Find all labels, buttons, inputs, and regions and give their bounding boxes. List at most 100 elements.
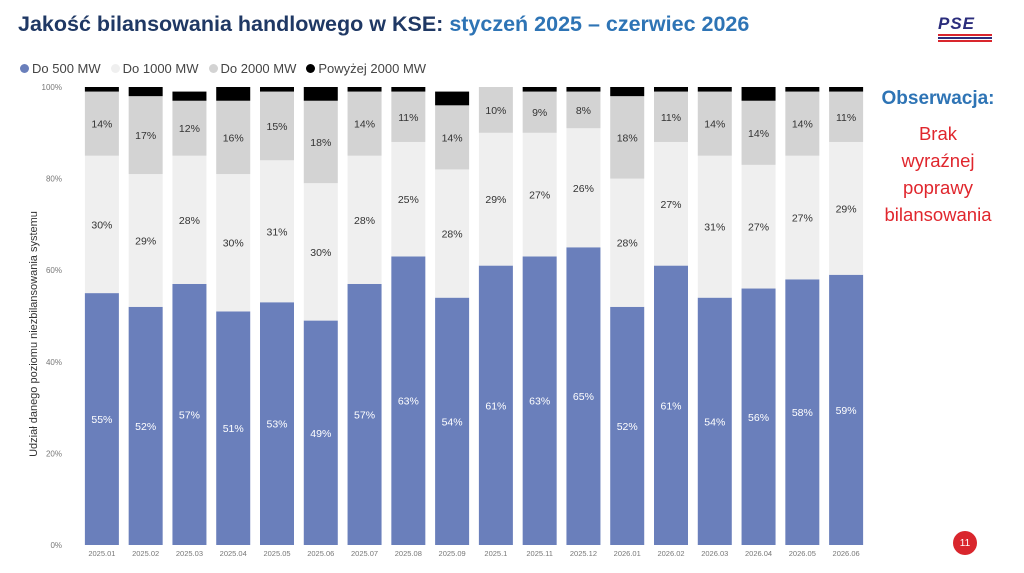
bar-segment — [566, 91, 601, 129]
bar-segment — [303, 100, 338, 184]
x-tick-label: 2025.12 — [570, 549, 597, 558]
data-label: 15% — [266, 121, 287, 133]
data-label: 29% — [135, 235, 156, 247]
data-label: 52% — [617, 421, 638, 433]
data-label: 30% — [310, 247, 331, 259]
bar-segment — [216, 311, 251, 545]
bar-segment — [654, 141, 688, 266]
bar-segment — [172, 155, 207, 284]
bar-segment — [741, 87, 776, 101]
bar-segment — [435, 105, 470, 170]
bar-segment — [128, 174, 163, 307]
y-tick-label: 40% — [46, 358, 62, 367]
data-label: 14% — [704, 119, 725, 131]
data-label: 28% — [442, 229, 463, 241]
bar-segment — [697, 87, 732, 92]
y-tick-label: 20% — [46, 449, 62, 458]
bar-segment — [741, 100, 776, 165]
bar-segment — [391, 87, 426, 92]
observation-text: Brak wyraźnej poprawy bilansowania — [866, 120, 1010, 228]
bar-segment — [654, 91, 688, 142]
bar-segment — [654, 87, 688, 92]
data-label: 57% — [179, 409, 200, 421]
data-label: 27% — [792, 213, 813, 225]
bar-segment — [128, 96, 163, 175]
bar-segment — [522, 87, 557, 92]
pse-logo: PSE — [938, 14, 994, 43]
bar-segment — [216, 87, 251, 101]
x-tick-label: 2025.07 — [351, 549, 378, 558]
x-tick-label: 2025.06 — [307, 549, 334, 558]
data-label: 26% — [573, 183, 594, 195]
data-label: 49% — [310, 428, 331, 440]
data-label: 31% — [704, 222, 725, 234]
x-tick-label: 2025.05 — [263, 549, 290, 558]
x-tick-label: 2025.11 — [526, 549, 553, 558]
y-tick-label: 80% — [46, 175, 62, 184]
bar-segment — [391, 141, 426, 257]
data-label: 27% — [748, 222, 769, 234]
data-label: 29% — [485, 194, 506, 206]
y-tick-label: 100% — [42, 83, 62, 92]
bar-segment — [522, 256, 557, 545]
bar-segment — [741, 288, 776, 545]
bar-segment — [391, 91, 426, 142]
bar-segment — [303, 320, 338, 545]
observation-line: poprawy — [903, 177, 973, 198]
legend-label: Do 500 MW — [32, 61, 101, 76]
logo-lines — [938, 34, 992, 43]
data-label: 14% — [748, 128, 769, 140]
data-label: 58% — [792, 407, 813, 419]
x-tick-label: 2025.1 — [484, 549, 507, 558]
bar-segment — [128, 306, 163, 545]
data-label: 29% — [836, 203, 857, 215]
page-title: Jakość bilansowania handlowego w KSE: st… — [18, 12, 749, 37]
y-tick-label: 60% — [46, 266, 62, 275]
legend-item: Do 2000 MW — [208, 61, 297, 76]
bar-segment — [347, 87, 382, 92]
bar-segment — [697, 91, 732, 156]
bar-segment — [347, 91, 382, 156]
bar-segment — [478, 87, 513, 133]
legend-swatch — [110, 64, 120, 73]
bar-segment — [260, 302, 294, 545]
title-main: Jakość bilansowania handlowego w KSE: — [18, 12, 444, 36]
data-label: 61% — [660, 400, 681, 412]
data-label: 31% — [266, 226, 287, 238]
data-label: 51% — [223, 423, 244, 435]
bar-segment — [785, 87, 820, 92]
bar-segment — [435, 297, 470, 545]
x-tick-label: 2026.04 — [745, 549, 772, 558]
bar-segment — [391, 256, 426, 545]
bar-segment — [172, 100, 207, 156]
legend-swatch — [208, 64, 218, 73]
data-label: 16% — [223, 132, 244, 144]
bar-segment — [172, 283, 207, 545]
data-label: 27% — [660, 199, 681, 211]
bar-segment — [566, 247, 601, 546]
bar-segment — [785, 279, 820, 545]
title-accent: styczeń 2025 – czerwiec 2026 — [449, 12, 750, 36]
bar-segment — [347, 155, 382, 284]
legend-label: Do 2000 MW — [220, 61, 297, 76]
bar-segment — [829, 141, 864, 275]
bar-segment — [303, 87, 338, 101]
x-tick-label: 2025.03 — [176, 549, 203, 558]
bar-segment — [522, 91, 557, 133]
data-label: 30% — [91, 219, 112, 231]
legend-item: Powyżej 2000 MW — [306, 61, 426, 76]
observation-line: Brak — [918, 123, 958, 144]
data-label: 14% — [442, 132, 463, 144]
observation-title: Obserwacja: — [881, 88, 995, 109]
bar-segment — [829, 91, 864, 142]
bar-segment — [260, 91, 294, 161]
x-tick-label: 2026.06 — [833, 549, 860, 558]
data-label: 28% — [617, 238, 638, 250]
x-tick-label: 2026.05 — [789, 549, 816, 558]
bar-segment — [260, 160, 294, 303]
data-label: 52% — [135, 421, 156, 433]
data-label: 18% — [310, 137, 331, 149]
data-label: 56% — [748, 412, 769, 424]
bar-segment — [84, 155, 119, 294]
